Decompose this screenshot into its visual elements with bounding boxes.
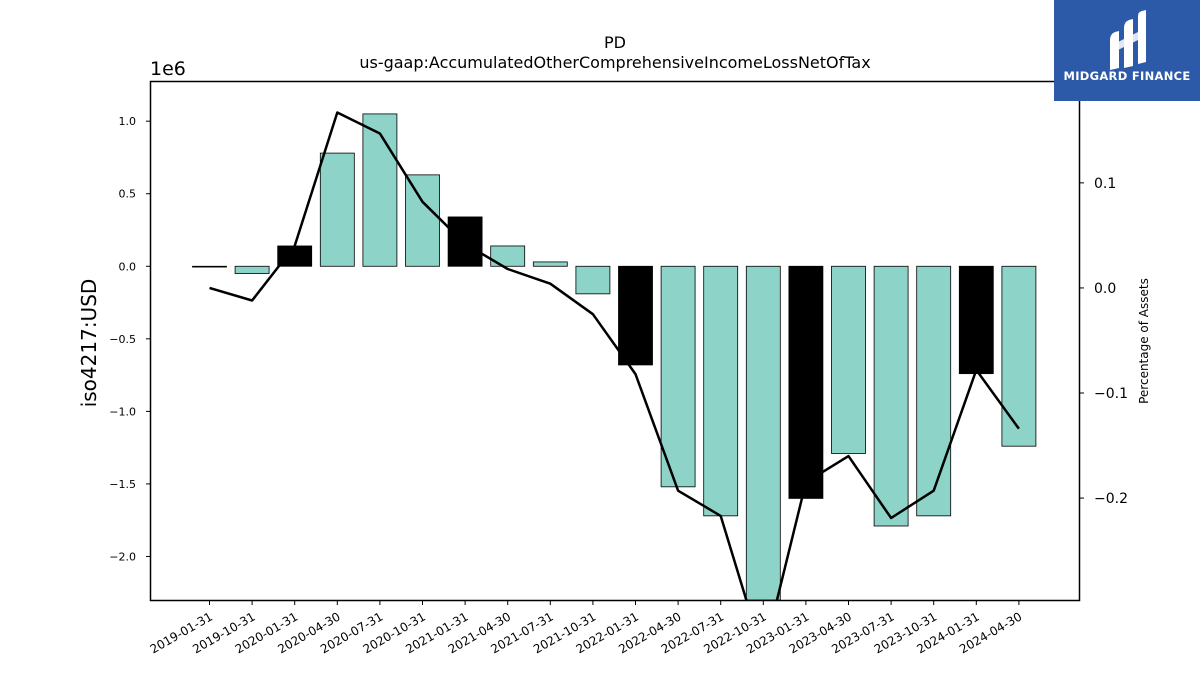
bar <box>1001 265 1037 447</box>
bar <box>490 245 526 267</box>
bar <box>660 265 696 488</box>
y-tick-label: −0.5 <box>109 333 136 346</box>
bar <box>277 245 313 267</box>
bar <box>958 265 994 375</box>
y-right-tick-label: 0.0 <box>1094 281 1116 297</box>
y-tick-label: −1.5 <box>109 478 136 491</box>
bar <box>916 265 952 517</box>
brand-logo: MIDGARD FINANCE <box>1054 0 1200 101</box>
bar <box>745 265 781 601</box>
midgard-logo-icon <box>1110 10 1146 70</box>
bar <box>234 265 270 274</box>
bar <box>703 265 739 517</box>
bar <box>831 265 866 454</box>
y-tick-label: −2.0 <box>109 550 136 563</box>
line-series <box>209 111 1020 600</box>
y-tick-label: 1.0 <box>119 115 137 128</box>
bar <box>362 113 398 267</box>
y-tick-label: −1.0 <box>109 405 136 418</box>
bar <box>319 152 355 267</box>
bar <box>873 265 909 527</box>
y-right-tick-label: −0.2 <box>1094 491 1128 507</box>
bar <box>532 261 568 267</box>
plot-frame <box>149 80 1081 602</box>
brand-logo-text: MIDGARD FINANCE <box>1063 69 1191 83</box>
y-tick-label: 0.5 <box>119 188 137 201</box>
chart-title: PD <box>604 33 626 52</box>
y-tick-label: 0.0 <box>119 260 137 273</box>
bar <box>447 216 483 267</box>
bar <box>192 265 227 268</box>
bar <box>405 174 440 267</box>
y-right-tick-label: 0.1 <box>1094 176 1116 192</box>
bar <box>788 265 824 499</box>
bar <box>575 265 611 295</box>
chart-subtitle: us-gaap:AccumulatedOtherComprehensiveInc… <box>359 53 870 72</box>
y-offset-label: 1e6 <box>150 58 186 80</box>
bar <box>618 265 653 366</box>
y-right-tick-label: −0.1 <box>1094 386 1128 402</box>
y-axis-right-label: Percentage of Assets <box>1137 278 1151 404</box>
y-axis-label: iso4217:USD <box>77 279 101 408</box>
